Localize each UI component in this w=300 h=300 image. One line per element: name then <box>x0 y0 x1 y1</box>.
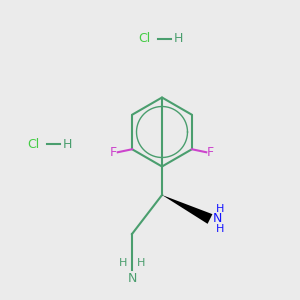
Polygon shape <box>162 195 212 224</box>
Text: H: H <box>216 224 224 233</box>
Text: F: F <box>207 146 214 159</box>
Text: H: H <box>119 259 127 269</box>
Text: H: H <box>63 137 72 151</box>
Text: Cl: Cl <box>138 32 150 46</box>
Text: H: H <box>174 32 183 46</box>
Text: Cl: Cl <box>27 137 39 151</box>
Text: N: N <box>127 272 137 284</box>
Text: H: H <box>216 205 224 214</box>
Text: H: H <box>137 259 145 269</box>
Text: N: N <box>213 212 222 226</box>
Text: F: F <box>110 146 117 159</box>
